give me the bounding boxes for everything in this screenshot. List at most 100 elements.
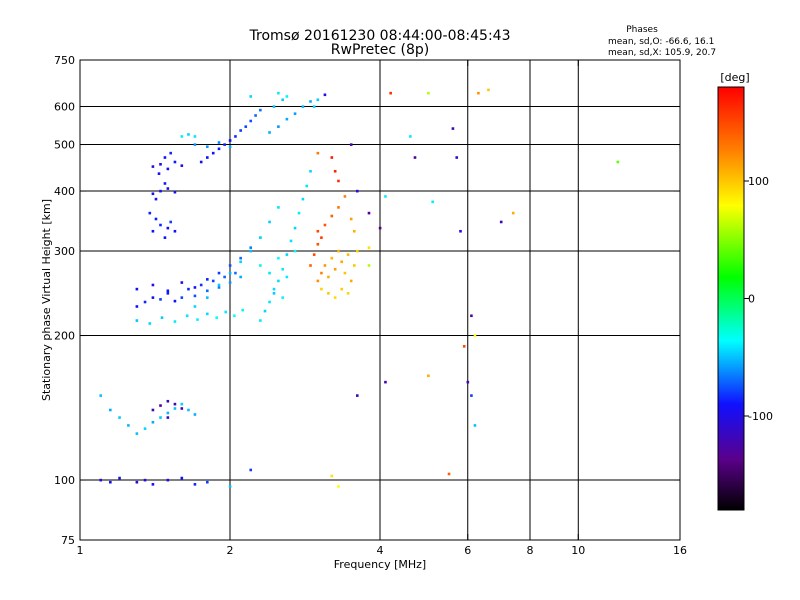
data-point [330,256,334,260]
data-point [272,292,276,295]
data-point [305,184,309,188]
data-point [293,112,297,115]
data-point [159,416,162,419]
data-point [249,468,253,472]
data-point [249,95,253,98]
data-point [217,147,221,151]
data-point [151,483,155,486]
x-tick-label: 10 [571,544,585,557]
data-point [217,141,221,144]
data-point [239,260,242,264]
data-point [455,156,459,159]
data-point [451,127,455,130]
data-point [166,289,170,293]
data-point [367,211,371,215]
data-point [154,217,158,221]
data-point [205,289,209,293]
data-point [193,483,197,486]
data-point [268,220,271,224]
data-point [427,91,430,95]
colorbar-label: [deg] [720,71,749,84]
x-tick-label: 2 [227,544,234,557]
data-point [135,480,139,484]
data-point [99,478,103,482]
data-point [199,283,203,287]
data-point [151,283,155,287]
y-tick-label: 500 [54,139,75,152]
data-point [281,267,284,271]
data-point [169,151,173,155]
colorbar-tick-label: -100 [748,410,773,423]
data-point [487,88,490,92]
data-point [166,187,170,190]
data-point [180,402,184,406]
data-point [384,380,387,384]
data-point [349,217,353,221]
data-point [301,197,305,201]
colorbar-tick-label: 100 [748,175,769,188]
data-point [316,98,320,102]
data-point [259,108,262,112]
data-point [159,298,162,301]
data-point [355,249,359,253]
data-point [259,319,262,322]
data-point [143,427,147,430]
data-point [343,195,347,198]
data-point [99,394,103,397]
data-point [166,478,170,482]
data-point [143,300,147,304]
data-point [263,309,267,313]
data-point [378,226,382,230]
data-point [159,162,162,166]
data-point [309,169,312,173]
data-point [211,151,215,155]
data-point [228,139,232,142]
x-axis-ticks: 1 2 4 6 8 10 16 [77,60,687,557]
data-point [180,476,184,480]
data-point [151,192,155,196]
data-point [352,264,356,267]
data-point [413,156,417,159]
data-point [159,404,162,407]
data-point [159,223,162,227]
data-point [285,253,289,256]
x-tick-label: 16 [673,544,687,557]
data-point [323,223,327,227]
y-tick-label: 400 [54,185,75,198]
data-point [157,172,161,175]
data-point [312,105,316,108]
data-point [337,249,340,253]
data-point [109,480,112,484]
data-point [352,229,356,233]
y-tick-label: 300 [54,245,75,258]
data-point [367,264,371,267]
data-point [223,275,226,279]
data-point [173,402,177,406]
data-point [343,271,347,275]
data-point [277,206,280,209]
data-point [511,211,515,215]
data-point [259,264,262,267]
data-point [309,100,312,103]
data-point [259,236,262,239]
data-point [277,125,280,128]
data-point [389,91,392,95]
data-point [330,156,334,159]
data-point [109,408,112,412]
data-point [154,197,158,201]
data-point [217,283,221,287]
data-point [205,480,209,484]
data-point [330,474,334,478]
data-point [234,135,237,138]
data-point [159,189,162,193]
x-tick-label: 6 [464,544,471,557]
data-point [330,214,334,218]
data-point [180,296,184,299]
data-point [340,287,344,291]
data-point [151,165,155,168]
data-point [309,264,312,267]
data-point [340,260,344,264]
data-point [166,399,170,403]
x-tick-label: 4 [377,544,384,557]
data-point [118,476,121,480]
